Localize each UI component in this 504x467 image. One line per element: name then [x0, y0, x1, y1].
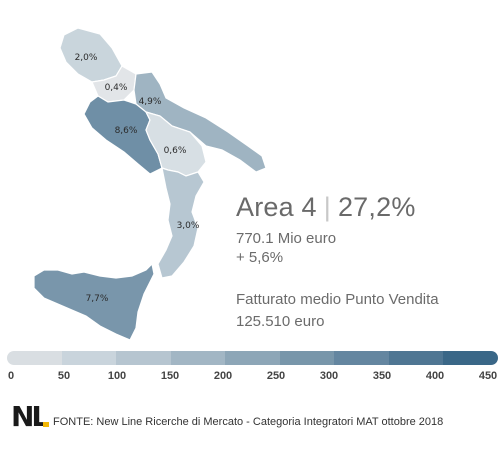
legend-tick-label: 250 — [266, 370, 286, 382]
region-label-basilicata: 0,6% — [164, 146, 187, 156]
legend-tick-label: 0 — [7, 370, 15, 382]
average-revenue-value: 125.510 euro — [236, 313, 325, 330]
title-separator: | — [323, 192, 331, 222]
legend-tick-label: 400 — [425, 370, 445, 382]
legend-tick-label: 350 — [372, 370, 392, 382]
legend-segment — [225, 351, 280, 365]
average-revenue-label: Fatturato medio Punto Vendita — [236, 291, 439, 308]
logo-accent-square — [43, 422, 49, 427]
legend-segment — [61, 351, 117, 365]
region-label-molise: 0,4% — [105, 83, 128, 93]
region-label-sicilia: 7,7% — [86, 294, 109, 304]
legend-segment — [388, 351, 444, 365]
legend-tick-label: 150 — [160, 370, 180, 382]
legend-tick-label: 50 — [57, 370, 71, 382]
legend-segment — [334, 351, 389, 365]
legend-tick-label: 450 — [478, 370, 498, 382]
region-label-campania: 8,6% — [115, 126, 138, 136]
region-label-calabria: 3,0% — [177, 221, 200, 231]
region-calabria — [157, 167, 205, 279]
legend-tick-label: 100 — [107, 370, 127, 382]
legend-segment — [116, 351, 171, 365]
area-name: Area 4 — [236, 192, 317, 222]
legend-tick-label: 300 — [319, 370, 339, 382]
growth-value: + 5,6% — [236, 249, 284, 266]
legend-segment — [170, 351, 226, 365]
legend-segment — [279, 351, 335, 365]
area-share: 27,2% — [337, 192, 416, 222]
region-label-puglia: 4,9% — [139, 97, 162, 107]
area-title: Area 4 | 27,2% — [236, 192, 416, 223]
region-sicilia — [33, 262, 155, 341]
legend-tick-label: 200 — [213, 370, 233, 382]
revenue-value: 770.1 Mio euro — [236, 230, 337, 247]
south-italy-map: 2,0% 0,4% 4,9% 8,6% 0,6% 3,0% 7,7% — [33, 27, 267, 341]
legend-segment — [443, 351, 498, 365]
region-label-abruzzo: 2,0% — [75, 53, 98, 63]
legend-segment — [7, 351, 62, 365]
color-scale-legend — [7, 351, 498, 365]
source-note: FONTE: New Line Ricerche di Mercato - Ca… — [53, 416, 444, 428]
nl-logo: NL — [11, 400, 51, 430]
